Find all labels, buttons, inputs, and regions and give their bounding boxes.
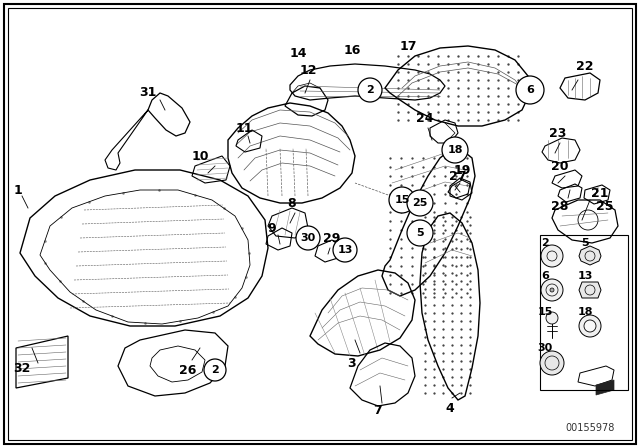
- Text: 17: 17: [399, 39, 417, 52]
- Circle shape: [442, 137, 468, 163]
- Text: 25: 25: [412, 198, 428, 208]
- Circle shape: [546, 312, 558, 324]
- Text: 2: 2: [211, 365, 219, 375]
- Text: 24: 24: [416, 112, 434, 125]
- Text: 3: 3: [348, 357, 356, 370]
- Text: 8: 8: [288, 197, 296, 210]
- Text: 29: 29: [323, 232, 340, 245]
- Text: 2: 2: [541, 238, 549, 248]
- Text: 5: 5: [416, 228, 424, 238]
- Text: 11: 11: [236, 121, 253, 134]
- Bar: [540, 235, 628, 390]
- Circle shape: [579, 315, 601, 337]
- Polygon shape: [596, 380, 614, 395]
- Circle shape: [516, 76, 544, 104]
- Text: 13: 13: [337, 245, 353, 255]
- Text: 15: 15: [394, 195, 410, 205]
- Text: 16: 16: [343, 43, 361, 56]
- Text: 6: 6: [541, 271, 549, 281]
- Text: 13: 13: [577, 271, 593, 281]
- Circle shape: [358, 78, 382, 102]
- Text: 5: 5: [581, 238, 589, 248]
- Text: 21: 21: [591, 186, 609, 199]
- Text: 4: 4: [445, 401, 454, 414]
- Text: 23: 23: [549, 126, 566, 139]
- Text: 30: 30: [300, 233, 316, 243]
- Text: 22: 22: [576, 60, 594, 73]
- Text: 32: 32: [13, 362, 31, 375]
- Circle shape: [550, 288, 554, 292]
- Text: 9: 9: [268, 221, 276, 234]
- Text: 28: 28: [551, 199, 569, 212]
- Circle shape: [204, 359, 226, 381]
- Text: 6: 6: [526, 85, 534, 95]
- Text: 7: 7: [374, 404, 382, 417]
- Text: 31: 31: [140, 86, 157, 99]
- Polygon shape: [579, 282, 601, 298]
- Text: 27: 27: [449, 169, 467, 182]
- Circle shape: [541, 279, 563, 301]
- Text: 10: 10: [191, 150, 209, 163]
- Text: 14: 14: [289, 47, 307, 60]
- Polygon shape: [579, 246, 601, 265]
- Circle shape: [541, 245, 563, 267]
- Circle shape: [540, 351, 564, 375]
- Circle shape: [296, 226, 320, 250]
- Text: 00155978: 00155978: [565, 423, 614, 433]
- Text: 25: 25: [596, 199, 614, 212]
- Text: 26: 26: [179, 363, 196, 376]
- Circle shape: [389, 187, 415, 213]
- Text: 15: 15: [538, 307, 553, 317]
- Text: 19: 19: [453, 164, 470, 177]
- Circle shape: [407, 190, 433, 216]
- Circle shape: [407, 220, 433, 246]
- Circle shape: [333, 238, 357, 262]
- Text: 20: 20: [551, 159, 569, 172]
- Text: 18: 18: [447, 145, 463, 155]
- Text: 30: 30: [538, 343, 552, 353]
- Text: 2: 2: [366, 85, 374, 95]
- Circle shape: [584, 320, 596, 332]
- Text: 18: 18: [577, 307, 593, 317]
- Text: 1: 1: [13, 184, 22, 197]
- Text: 12: 12: [300, 64, 317, 77]
